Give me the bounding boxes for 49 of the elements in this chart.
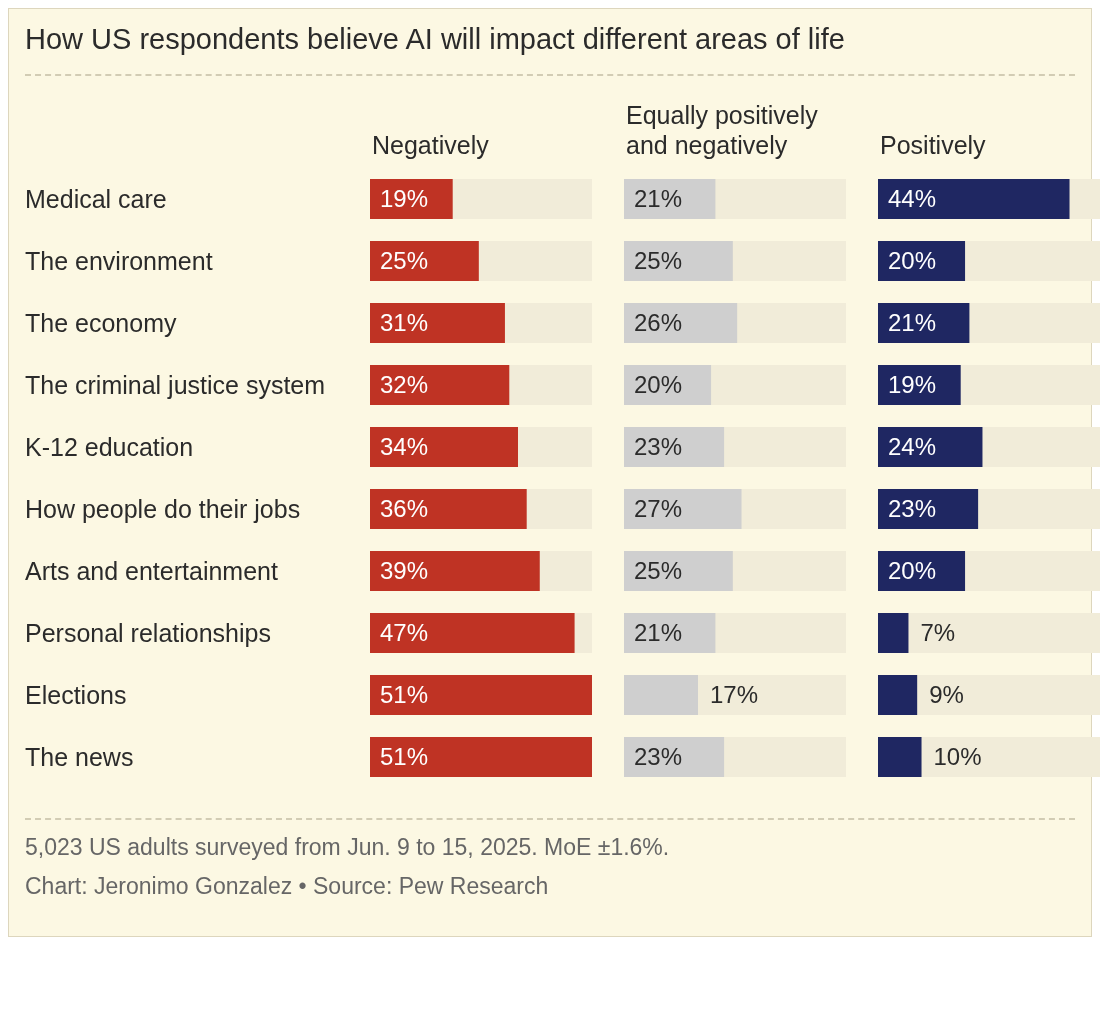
data-label: 9% xyxy=(929,681,964,709)
data-label: 36% xyxy=(380,495,429,523)
data-label: 32% xyxy=(380,371,429,399)
data-label: 19% xyxy=(380,185,429,213)
data-label: 34% xyxy=(380,433,429,461)
data-label: 39% xyxy=(380,557,429,585)
data-label: 26% xyxy=(634,309,683,337)
y-tick-label: K-12 education xyxy=(25,432,194,461)
y-tick-label: Medical care xyxy=(25,184,167,213)
x-axis-title: Negatively xyxy=(372,130,490,160)
y-tick-label: The news xyxy=(25,742,134,771)
data-label: 23% xyxy=(634,433,683,461)
data-label: 20% xyxy=(888,557,937,585)
y-tick-label: The environment xyxy=(25,246,213,275)
y-tick-label: The economy xyxy=(25,308,177,337)
data-label: 51% xyxy=(380,681,429,709)
y-tick-label: Personal relationships xyxy=(25,618,271,647)
bar xyxy=(878,675,918,715)
chart-title: How US respondents believe AI will impact different areas of life xyxy=(25,23,846,56)
data-label: 44% xyxy=(888,185,937,213)
data-label: 25% xyxy=(634,247,683,275)
data-label: 25% xyxy=(380,247,429,275)
data-label: 24% xyxy=(888,433,937,461)
data-label: 19% xyxy=(888,371,937,399)
text: Chart: Jeronimo Gonzalez • Source: Pew Research xyxy=(25,873,550,900)
data-label: 25% xyxy=(634,557,683,585)
data-label: 10% xyxy=(933,743,982,771)
data-label: 21% xyxy=(888,309,937,337)
data-label: 51% xyxy=(380,743,429,771)
data-label: 47% xyxy=(380,619,429,647)
data-label: 20% xyxy=(888,247,937,275)
data-label: 23% xyxy=(888,495,937,523)
y-tick-label: How people do their jobs xyxy=(25,494,301,523)
data-label: 17% xyxy=(710,681,759,709)
y-tick-label: Elections xyxy=(25,680,127,709)
bar xyxy=(878,613,909,653)
bar xyxy=(878,737,922,777)
data-label: 27% xyxy=(634,495,683,523)
data-label: 21% xyxy=(634,619,683,647)
data-label: 7% xyxy=(920,619,956,647)
x-axis-title: Equally positively and negatively xyxy=(626,100,819,160)
x-axis-title: Positively xyxy=(880,130,987,160)
data-label: 23% xyxy=(634,743,683,771)
data-label: 21% xyxy=(634,185,683,213)
data-label: 20% xyxy=(634,371,683,399)
y-tick-label: Arts and entertainment xyxy=(25,556,278,585)
y-tick-label: The criminal justice system xyxy=(25,370,326,399)
data-label: 31% xyxy=(380,309,429,337)
text: 5,023 US adults surveyed from Jun. 9 to 15, 2025. MoE ±1.6%. xyxy=(25,834,671,861)
